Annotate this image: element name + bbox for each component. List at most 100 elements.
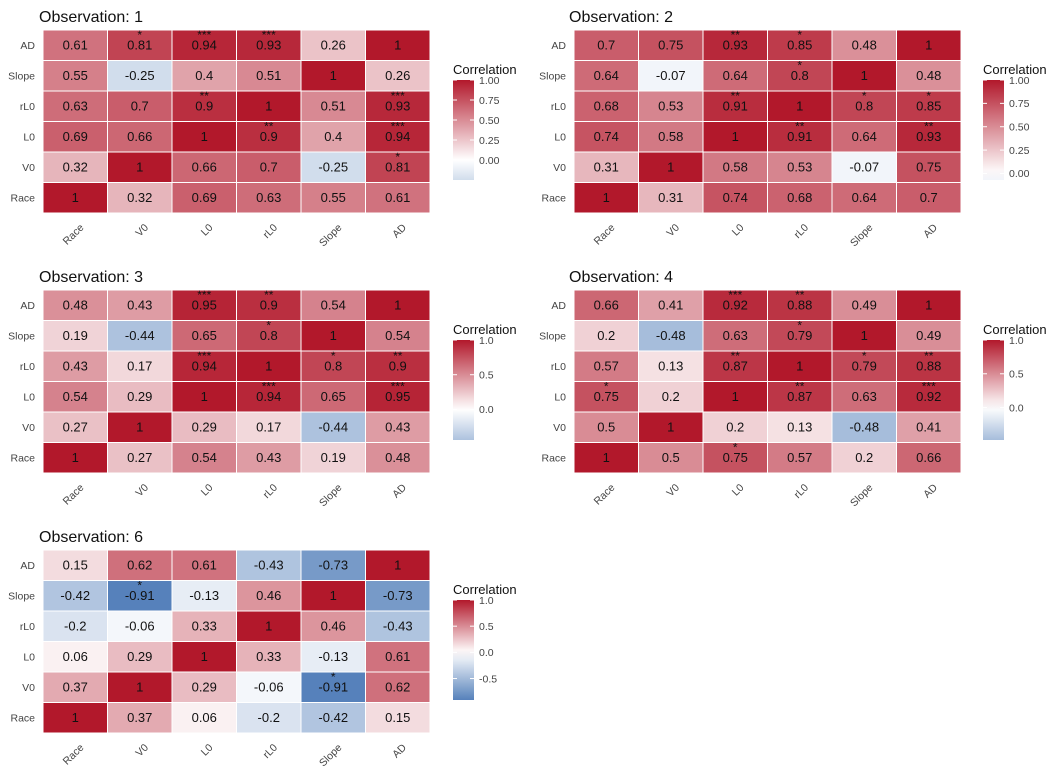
heatmap-cell [638, 411, 704, 443]
x-tick-label: V0 [664, 222, 682, 240]
heatmap-cell [171, 610, 237, 642]
cell-value-label: 0.43 [127, 298, 152, 313]
significance-stars: * [331, 670, 336, 684]
cell-value-label: 1 [394, 558, 401, 573]
cell-value-label: 0.74 [594, 129, 619, 144]
significance-stars: * [137, 28, 142, 42]
cell-value-label: 1 [136, 160, 143, 175]
cell-value-label: 0.9 [260, 129, 278, 144]
cell-value-label: -0.91 [318, 680, 348, 695]
cell-value-label: 0.58 [658, 129, 683, 144]
cell-value-label: 0.64 [594, 68, 619, 83]
heatmap-cell [300, 442, 366, 474]
significance-stars: * [733, 441, 738, 455]
cell-value-label: 0.48 [916, 68, 941, 83]
y-tick-label: L0 [23, 132, 35, 144]
cell-value-label: 0.43 [385, 420, 410, 435]
heatmap-cell [236, 610, 302, 642]
cell-value-label: 0.63 [852, 389, 877, 404]
y-tick-label: Race [541, 453, 566, 465]
legend-tick-label: 0.0 [479, 404, 494, 416]
heatmap-cell [831, 151, 897, 183]
heatmap-cell [107, 350, 173, 382]
cell-value-label: 0.61 [385, 190, 410, 205]
heatmap-panel-5: Observation: 6 0.15 0.62 0.61 -0.43 -0.73 1 -0.… [8, 529, 516, 769]
cell-value-label: -0.43 [383, 619, 413, 634]
heatmap-cell [365, 702, 431, 734]
cell-value-label: 1 [265, 359, 272, 374]
heatmap-cell [767, 151, 833, 183]
heatmap-cell [638, 320, 704, 352]
cell-value-label: 0.63 [723, 328, 748, 343]
significance-stars: * [797, 319, 802, 333]
x-tick-label: L0 [730, 482, 747, 499]
heatmap-cell [107, 671, 173, 703]
cell-value-label: 0.68 [594, 99, 619, 114]
heatmap-cell [42, 610, 108, 642]
y-tick-label: Slope [8, 71, 35, 83]
cell-value-label: -0.07 [656, 68, 686, 83]
heatmap-cell [896, 350, 962, 382]
cell-value-label: -0.48 [849, 420, 879, 435]
legend-title: Correlation [983, 322, 1047, 337]
cell-value-label: 0.5 [597, 420, 615, 435]
y-tick-label: L0 [554, 392, 566, 404]
cell-value-label: 0.79 [852, 359, 877, 374]
cell-value-label: 1 [265, 99, 272, 114]
heatmap-cell [107, 442, 173, 474]
legend-tick-label: 0.00 [1009, 168, 1030, 180]
cell-value-label: 0.48 [63, 298, 88, 313]
heatmap-cell [767, 442, 833, 474]
y-tick-label: Race [541, 193, 566, 205]
heatmap-cell [300, 350, 366, 382]
significance-stars: ** [264, 288, 274, 302]
legend-tick-label: 0.50 [479, 115, 500, 127]
heatmap-cell [107, 29, 173, 61]
legend-tick-label: 1.00 [479, 75, 500, 87]
cell-value-label: 0.29 [127, 389, 152, 404]
heatmap-cell [300, 381, 366, 413]
heatmap-cell [767, 121, 833, 153]
x-tick-label: AD [390, 221, 409, 240]
heatmap-cell [171, 90, 237, 122]
significance-stars: ** [200, 89, 210, 103]
significance-stars: *** [197, 288, 211, 302]
legend-colorbar [453, 340, 474, 440]
heatmap-cell [896, 442, 962, 474]
legend-tick-label: 0.50 [1009, 122, 1030, 134]
heatmap-cell [573, 350, 639, 382]
y-tick-label: V0 [553, 162, 566, 174]
cell-value-label: 0.69 [63, 129, 88, 144]
cell-value-label: 1 [201, 389, 208, 404]
cell-value-label: 0.94 [192, 38, 217, 53]
cell-value-label: 1 [603, 190, 610, 205]
cell-value-label: 0.81 [385, 160, 410, 175]
heatmap-cell [702, 90, 768, 122]
significance-stars: * [137, 579, 142, 593]
heatmap-cell [42, 320, 108, 352]
cell-value-label: 0.51 [256, 68, 281, 83]
heatmap-cell [236, 671, 302, 703]
cell-value-label: 0.81 [127, 38, 152, 53]
cell-value-label: 0.87 [723, 359, 748, 374]
heatmap-cell [365, 182, 431, 214]
heatmap-cell [831, 320, 897, 352]
y-tick-label: rL0 [20, 361, 35, 373]
heatmap-cell [365, 289, 431, 321]
cell-value-label: 1 [603, 450, 610, 465]
cell-value-label: 0.9 [389, 359, 407, 374]
cell-value-label: 0.63 [63, 99, 88, 114]
cell-value-label: 1 [330, 328, 337, 343]
cell-value-label: 0.93 [256, 38, 281, 53]
heatmap-cell [171, 702, 237, 734]
x-tick-label: L0 [199, 222, 216, 239]
significance-stars: * [797, 59, 802, 73]
significance-stars: ** [795, 120, 805, 134]
y-tick-label: AD [551, 40, 566, 52]
cell-value-label: 0.26 [321, 38, 346, 53]
cell-value-label: 0.7 [260, 160, 278, 175]
cell-value-label: 0.85 [787, 38, 812, 53]
significance-stars: *** [262, 380, 276, 394]
x-tick-label: rL0 [261, 482, 280, 501]
